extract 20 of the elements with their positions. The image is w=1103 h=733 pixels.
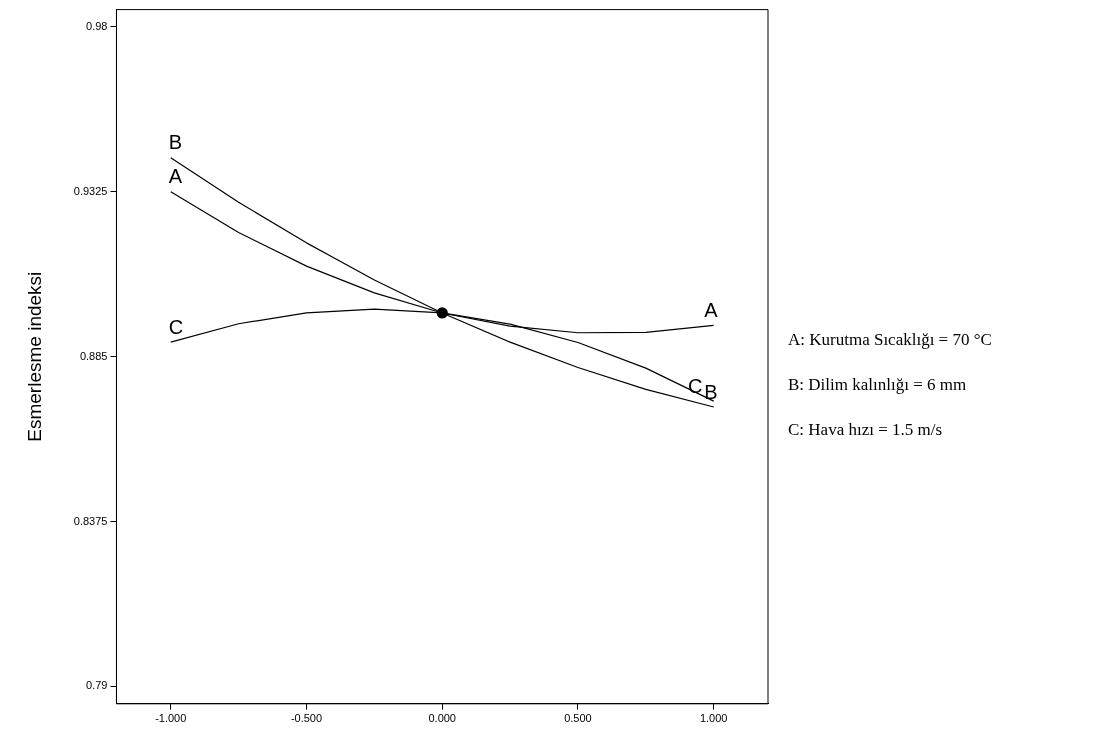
series-label: B: [704, 380, 718, 403]
x-tick-label: 1.000: [699, 712, 728, 725]
x-tick-label: 0.000: [428, 712, 456, 725]
text: B: [168, 131, 183, 154]
text: A: [704, 298, 718, 321]
y-tick-label: 0.8375: [73, 514, 108, 527]
y-axis-title: Esmerlesme indeksi: [23, 271, 45, 442]
x-tick-label: -0.500: [290, 712, 323, 725]
x-tick-label: -1.000: [155, 712, 187, 725]
y-tick-label: 0.9325: [73, 184, 108, 197]
text: B: Dilim kalınlığı = 6 mm: [788, 375, 967, 395]
series-label: A: [168, 165, 183, 188]
y-tick-label: 0.885: [79, 349, 108, 362]
text: C: Hava hızı = 1.5 m/s: [788, 420, 943, 440]
text: A: Kurutma Sıcaklığı = 70 °C: [788, 330, 992, 350]
y-tick-label: 0.98: [86, 19, 108, 32]
text: C: [168, 315, 184, 338]
x-tick-label: 0.500: [564, 712, 592, 725]
y-tick-label: 0.79: [86, 679, 108, 692]
series-label: C: [687, 374, 703, 397]
